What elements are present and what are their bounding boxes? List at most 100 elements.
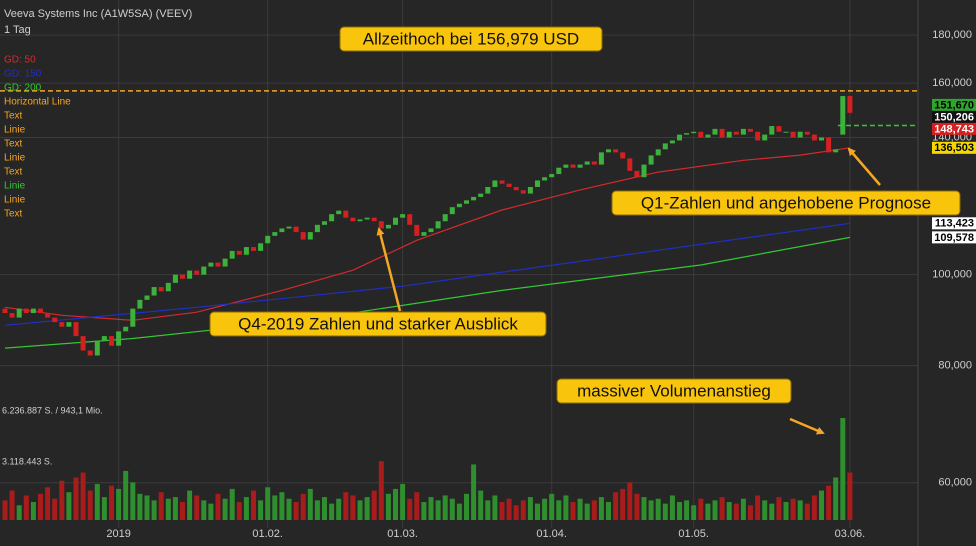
x-tick-label: 01.04.: [536, 528, 567, 540]
volume-bar: [194, 495, 200, 520]
candle: [776, 126, 782, 132]
candle: [165, 282, 171, 292]
candle: [208, 262, 214, 267]
y-tick-label: 80,000: [938, 359, 972, 371]
volume-bar: [584, 503, 590, 520]
legend-entry: Linie: [4, 125, 26, 136]
candle: [66, 322, 72, 327]
candle: [691, 131, 697, 134]
candle: [180, 274, 185, 279]
volume-bar: [293, 502, 299, 520]
candle: [783, 131, 789, 133]
candle: [322, 221, 327, 225]
volume-bar: [201, 500, 207, 520]
volume-bar: [606, 502, 611, 520]
volume-bar: [819, 490, 824, 520]
volume-bar: [343, 492, 349, 520]
annotation-box: [611, 190, 961, 216]
candle: [485, 186, 491, 194]
candle: [307, 232, 313, 240]
volume-bar: [776, 497, 782, 520]
candle: [726, 131, 732, 138]
candle: [350, 217, 356, 222]
candle: [506, 183, 512, 187]
candle: [513, 186, 519, 191]
legend-entry: Text: [4, 209, 23, 220]
volume-bar: [251, 490, 256, 520]
candle: [201, 266, 207, 275]
volume-bar: [847, 472, 853, 520]
volume-bar: [180, 502, 185, 520]
candle: [158, 287, 164, 292]
volume-bar: [73, 477, 79, 520]
candle: [826, 137, 832, 153]
volume-bar: [691, 505, 697, 520]
volume-bar: [265, 487, 271, 520]
price-label: 113,423: [935, 218, 974, 230]
volume-bar: [123, 470, 129, 520]
annotation-box: [556, 378, 792, 404]
volume-bar: [449, 498, 455, 520]
arrow: [789, 417, 825, 435]
volume-bar: [187, 490, 193, 520]
x-tick-label: 2019: [106, 528, 130, 540]
candle: [45, 313, 51, 318]
candle: [740, 128, 746, 135]
arrows: [376, 147, 881, 435]
volume-bar: [258, 500, 264, 520]
candle: [797, 131, 803, 138]
price-label-box: [932, 217, 976, 230]
legend-entry: GD: 150: [4, 69, 42, 80]
volume-bar: [662, 503, 668, 520]
candle: [449, 207, 455, 215]
price-axis: 180,000160,000140,000100,00080,00060,000…: [917, 0, 976, 546]
legend-entry: GD: 50: [4, 55, 36, 66]
volume-bar: [172, 497, 178, 520]
candle: [229, 250, 235, 259]
volume-bar: [378, 461, 384, 520]
price-label-box: [932, 141, 976, 154]
candle: [840, 96, 846, 135]
candle: [627, 158, 633, 171]
volume-bar: [165, 498, 171, 520]
volume-bar: [229, 488, 235, 520]
volume-bar: [499, 502, 505, 520]
candle: [123, 326, 129, 332]
y-tick-label: 100,000: [932, 269, 972, 281]
candle: [733, 131, 739, 135]
candle: [236, 250, 242, 255]
volume-bar: [428, 497, 434, 520]
volume-bar: [45, 487, 51, 520]
price-label: 151,670: [934, 99, 974, 111]
volume-bar: [272, 495, 278, 520]
volume-bar: [336, 498, 342, 520]
volume-bar: [9, 490, 15, 520]
chart-title: Veeva Systems Inc (A1W5SA) (VEEV): [4, 8, 192, 20]
price-label: 150,206: [934, 111, 974, 123]
candle: [87, 350, 93, 356]
candle: [172, 274, 178, 283]
candle: [400, 214, 406, 218]
volume-bar: [478, 490, 484, 520]
volume-bar: [506, 498, 512, 520]
candle: [101, 336, 107, 341]
legend-entry: Linie: [4, 195, 26, 206]
volume-bar: [755, 495, 761, 520]
candle: [584, 161, 590, 165]
candle: [478, 193, 484, 197]
candle: [300, 232, 306, 240]
candle: [662, 143, 668, 150]
candle: [456, 203, 462, 208]
candle: [677, 134, 682, 141]
y-tick-label: 160,000: [932, 77, 972, 89]
price-label-box: [932, 122, 976, 135]
candle: [755, 131, 761, 141]
candle: [464, 200, 469, 204]
candle: [144, 295, 150, 300]
volume-bar: [279, 492, 285, 520]
grid: 2019 01.02. 01.03. 01.04. 01.05. 03.06. 6.236.…: [0, 0, 918, 540]
legend-entry: Text: [4, 139, 23, 150]
x-tick-label: 01.05.: [678, 528, 709, 540]
volume-bar: [456, 503, 462, 520]
